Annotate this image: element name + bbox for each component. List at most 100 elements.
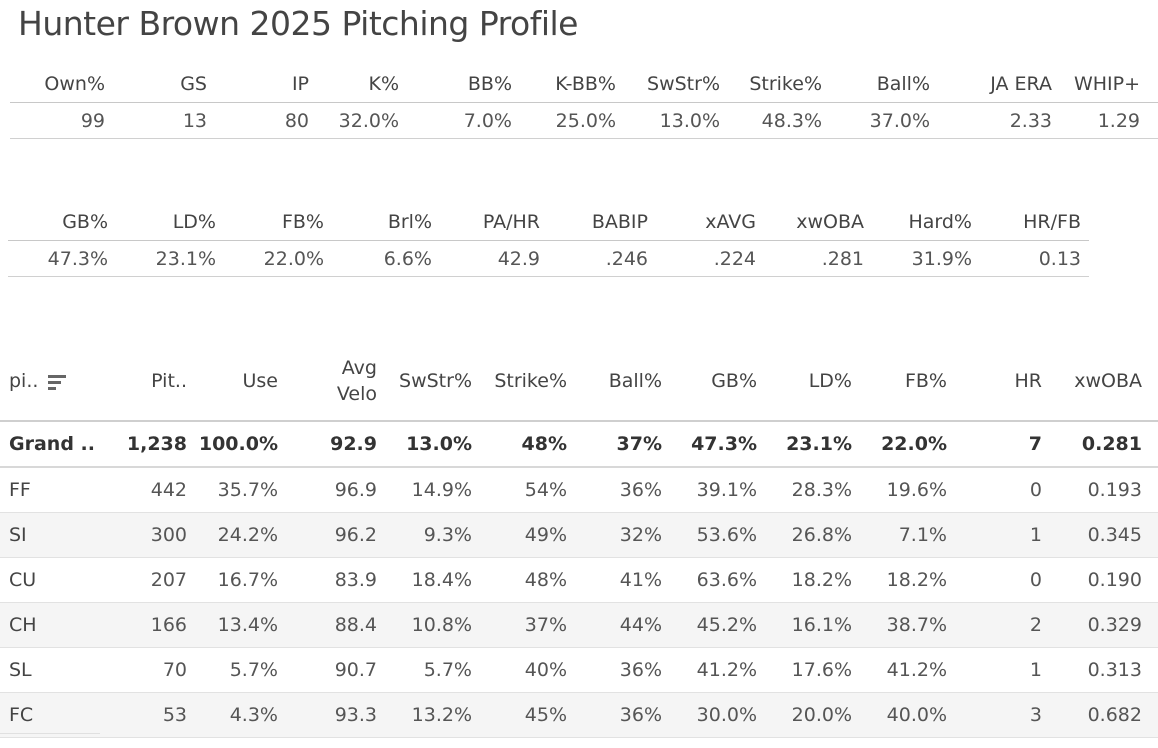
cell: 3 (947, 692, 1042, 738)
cell: 1,238 (112, 421, 187, 468)
cell: 13.4% (187, 602, 282, 648)
cell: .224 (648, 240, 756, 277)
cell: 1.29 (1052, 102, 1158, 139)
col-header[interactable]: SwStr% (616, 66, 720, 103)
cell: 41.2% (852, 647, 947, 693)
cell: 42.9 (432, 240, 540, 277)
col-header[interactable]: GB% (662, 342, 757, 422)
summary-2-header-row: GB% LD% FB% Brl% PA/HR BABIP xAVG xwOBA … (8, 204, 1089, 241)
cell: 166 (112, 602, 187, 648)
cell: 13.0% (616, 102, 720, 139)
cell: 7 (947, 421, 1042, 468)
cell: 100.0% (187, 421, 282, 468)
col-header[interactable]: GS (105, 66, 207, 103)
summary-2-value-row: 47.3% 23.1% 22.0% 6.6% 42.9 .246 .224 .2… (8, 240, 1089, 277)
cell: 0.682 (1042, 692, 1158, 738)
col-header[interactable]: LD% (757, 342, 852, 422)
sort-descending-icon[interactable] (48, 374, 67, 390)
cell: 54% (472, 467, 567, 513)
cell: 10.8% (377, 602, 472, 648)
col-header[interactable]: HR (947, 342, 1042, 422)
cell: 44% (567, 602, 662, 648)
table-row: CU 207 16.7% 83.9 18.4% 48% 41% 63.6% 18.2% 18.2%… (0, 557, 1158, 603)
col-header[interactable]: K% (309, 66, 399, 103)
col-header[interactable]: BB% (399, 66, 512, 103)
col-header[interactable]: LD% (108, 204, 216, 241)
cell: 88.4 (282, 602, 377, 648)
col-header[interactable]: Use (187, 342, 282, 422)
cell: 37% (472, 602, 567, 648)
cell: 40% (472, 647, 567, 693)
col-header[interactable]: BABIP (540, 204, 648, 241)
cell: 2.33 (930, 102, 1052, 139)
cell: 16.7% (187, 557, 282, 603)
cell: 0.281 (1042, 421, 1158, 468)
cell: 442 (112, 467, 187, 513)
table-row: CH 166 13.4% 88.4 10.8% 37% 44% 45.2% 16.1% 38.7%… (0, 602, 1158, 648)
cell: 45% (472, 692, 567, 738)
col-header[interactable]: xwOBA (1042, 342, 1158, 422)
col-header[interactable]: Brl% (324, 204, 432, 241)
cell: 31.9% (864, 240, 972, 277)
col-header[interactable]: FB% (852, 342, 947, 422)
summary-table-2: GB% LD% FB% Brl% PA/HR BABIP xAVG xwOBA … (8, 204, 1089, 277)
cell: .246 (540, 240, 648, 277)
cell: 45.2% (662, 602, 757, 648)
col-header[interactable]: Pit.. (112, 342, 187, 422)
col-header[interactable]: JA ERA (930, 66, 1052, 103)
cell: 13.0% (377, 421, 472, 468)
col-header[interactable]: HR/FB (972, 204, 1089, 241)
cell: 63.6% (662, 557, 757, 603)
cell: 0.329 (1042, 602, 1158, 648)
cell: 99 (10, 102, 105, 139)
cell: 36% (567, 647, 662, 693)
cell: 5.7% (377, 647, 472, 693)
col-header-avg-velo[interactable]: Avg Velo (282, 342, 377, 422)
col-header[interactable]: Hard% (864, 204, 972, 241)
cell: 48% (472, 557, 567, 603)
cell: 41.2% (662, 647, 757, 693)
pitch-table-header-row: pi.. Pit.. Use Avg Velo SwStr% Strike% Ba… (0, 342, 1158, 422)
cell: 7.0% (399, 102, 512, 139)
cell: 300 (112, 512, 187, 558)
cell: 6.6% (324, 240, 432, 277)
col-header[interactable]: Ball% (567, 342, 662, 422)
col-header[interactable]: GB% (8, 204, 108, 241)
cell: 49% (472, 512, 567, 558)
cell: 22.0% (216, 240, 324, 277)
col-header[interactable]: xwOBA (756, 204, 864, 241)
col-header[interactable]: xAVG (648, 204, 756, 241)
cell: 1 (947, 512, 1042, 558)
summary-table-1: Own% GS IP K% BB% K-BB% SwStr% Strike% B… (10, 66, 1158, 139)
cell: 5.7% (187, 647, 282, 693)
col-header[interactable]: IP (207, 66, 309, 103)
col-header[interactable]: FB% (216, 204, 324, 241)
cell: 37.0% (822, 102, 930, 139)
col-header[interactable]: Strike% (720, 66, 822, 103)
cell: 207 (112, 557, 187, 603)
table-row: SL 70 5.7% 90.7 5.7% 40% 36% 41.2% 17.6% 41.2% 1 0.… (0, 647, 1158, 693)
cell: 92.9 (282, 421, 377, 468)
cell: 16.1% (757, 602, 852, 648)
table-row: FC 53 4.3% 93.3 13.2% 45% 36% 30.0% 20.0% 40.0% 3 0… (0, 692, 1158, 738)
col-header[interactable]: Ball% (822, 66, 930, 103)
cell: 13.2% (377, 692, 472, 738)
pitch-type-header[interactable]: pi.. (0, 342, 112, 422)
cell: 0.193 (1042, 467, 1158, 513)
cell: 70 (112, 647, 187, 693)
col-header[interactable]: Own% (10, 66, 105, 103)
col-header[interactable]: SwStr% (377, 342, 472, 422)
pitch-type-cell: FF (0, 467, 112, 513)
cell: 0 (947, 557, 1042, 603)
table-row: SI 300 24.2% 96.2 9.3% 49% 32% 53.6% 26.8% 7.1% 1 0… (0, 512, 1158, 558)
pitch-breakdown-table: pi.. Pit.. Use Avg Velo SwStr% Strike% Ba… (0, 342, 1158, 738)
col-header[interactable]: Strike% (472, 342, 567, 422)
cell: 20.0% (757, 692, 852, 738)
col-header[interactable]: K-BB% (512, 66, 616, 103)
cell: 22.0% (852, 421, 947, 468)
col-header[interactable]: WHIP+ (1052, 66, 1158, 103)
cell: 40.0% (852, 692, 947, 738)
cell: 14.9% (377, 467, 472, 513)
cell: 36% (567, 692, 662, 738)
col-header[interactable]: PA/HR (432, 204, 540, 241)
